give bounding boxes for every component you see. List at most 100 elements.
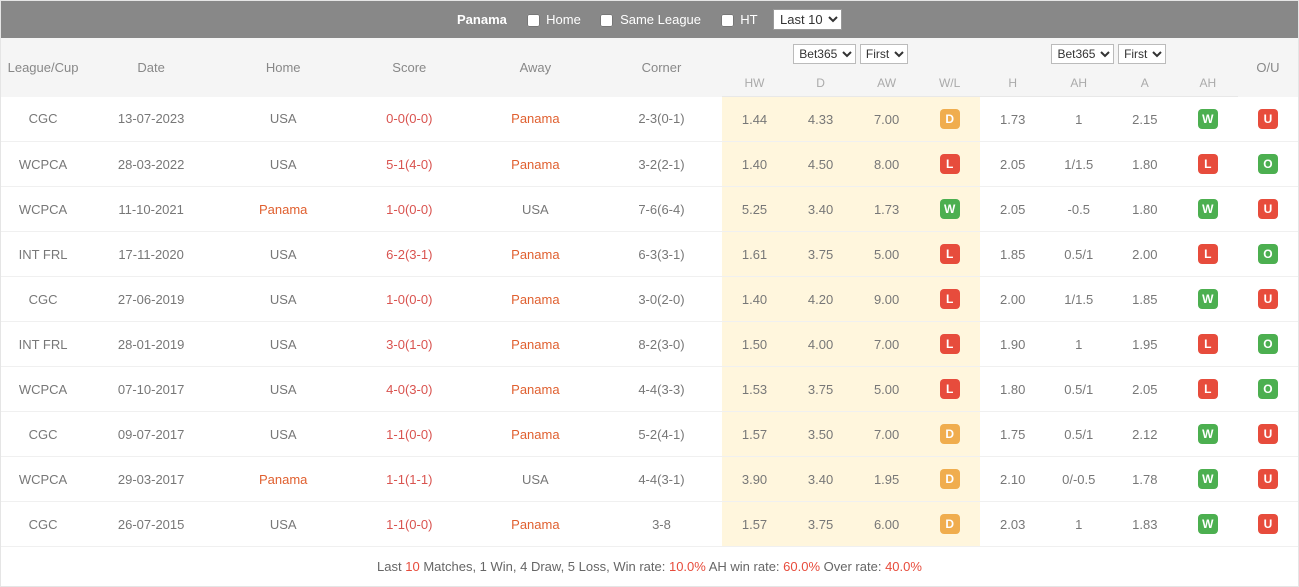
cell-a: 2.00 [1112,232,1178,277]
cell-d: 3.40 [788,187,854,232]
filter-ht[interactable]: HT [717,12,761,27]
cell-ou: U [1238,502,1298,547]
cell-league: WCPCA [1,142,85,187]
cell-corner: 2-3(0-1) [601,97,721,142]
cell-h: 2.05 [980,187,1046,232]
col-hw: HW [722,70,788,97]
cell-score: 5-1(4-0) [349,142,469,187]
filter-bar: Panama Home Same League HT Last 10 [1,1,1298,38]
cell-ah2: L [1178,322,1238,367]
cell-aw: 5.00 [854,232,920,277]
result-badge: L [1198,154,1218,174]
cell-ah2: W [1178,457,1238,502]
range-select[interactable]: Last 10 [773,9,842,30]
cell-h: 1.80 [980,367,1046,412]
result-badge: U [1258,514,1278,534]
result-badge: W [940,199,960,219]
result-badge: U [1258,199,1278,219]
cell-date: 17-11-2020 [85,232,217,277]
summary-prefix: Last [377,559,405,574]
cell-home: USA [217,232,349,277]
cell-ah: 1/1.5 [1046,142,1112,187]
cell-h: 1.85 [980,232,1046,277]
cell-away: Panama [469,142,601,187]
cell-home: USA [217,277,349,322]
filter-ht-checkbox[interactable] [721,14,734,27]
result-badge: U [1258,469,1278,489]
table-row: INT FRL17-11-2020USA6-2(3-1)Panama6-3(3-… [1,232,1298,277]
cell-hw: 1.61 [722,232,788,277]
cell-ah2: W [1178,277,1238,322]
cell-away: USA [469,187,601,232]
cell-aw: 5.00 [854,367,920,412]
cell-wl: D [920,457,980,502]
filter-same-league[interactable]: Same League [596,12,704,27]
bookmaker-select-1[interactable]: Bet365 [793,44,856,64]
table-row: WCPCA29-03-2017Panama1-1(1-1)USA4-4(3-1)… [1,457,1298,502]
cell-date: 11-10-2021 [85,187,217,232]
cell-date: 28-03-2022 [85,142,217,187]
cell-ah2: W [1178,97,1238,142]
cell-ou: O [1238,322,1298,367]
cell-ah: 0/-0.5 [1046,457,1112,502]
summary-row: Last 10 Matches, 1 Win, 4 Draw, 5 Loss, … [1,547,1298,587]
cell-wl: L [920,232,980,277]
match-table-body: CGC13-07-2023USA0-0(0-0)Panama2-3(0-1)1.… [1,97,1298,547]
cell-d: 3.75 [788,367,854,412]
cell-ah2: W [1178,187,1238,232]
bookmaker-select-2[interactable]: Bet365 [1051,44,1114,64]
cell-home: USA [217,142,349,187]
cell-ah: 1 [1046,97,1112,142]
cell-score: 1-1(0-0) [349,502,469,547]
cell-date: 29-03-2017 [85,457,217,502]
cell-home: USA [217,322,349,367]
cell-ou: O [1238,232,1298,277]
cell-date: 13-07-2023 [85,97,217,142]
col-away: Away [469,38,601,97]
result-badge: U [1258,109,1278,129]
filter-home-checkbox[interactable] [527,14,540,27]
cell-d: 3.50 [788,412,854,457]
filter-same-league-checkbox[interactable] [600,14,613,27]
filter-home[interactable]: Home [523,12,585,27]
cell-corner: 3-2(2-1) [601,142,721,187]
cell-corner: 8-2(3-0) [601,322,721,367]
cell-score: 4-0(3-0) [349,367,469,412]
cell-aw: 6.00 [854,502,920,547]
result-badge: D [940,109,960,129]
cell-aw: 9.00 [854,277,920,322]
cell-date: 28-01-2019 [85,322,217,367]
result-badge: O [1258,379,1278,399]
table-row: WCPCA28-03-2022USA5-1(4-0)Panama3-2(2-1)… [1,142,1298,187]
result-badge: L [940,334,960,354]
cell-ah: 0.5/1 [1046,412,1112,457]
cell-date: 27-06-2019 [85,277,217,322]
period-select-2[interactable]: First [1118,44,1166,64]
summary-over-label: Over rate: [820,559,885,574]
summary-mid: Matches, 1 Win, 4 Draw, 5 Loss, Win rate… [420,559,669,574]
cell-home: USA [217,502,349,547]
cell-hw: 1.44 [722,97,788,142]
cell-score: 0-0(0-0) [349,97,469,142]
col-ou: O/U [1238,38,1298,97]
table-row: CGC13-07-2023USA0-0(0-0)Panama2-3(0-1)1.… [1,97,1298,142]
odds-group-2-header: Bet365 First [980,38,1238,70]
odds-group-1-header: Bet365 First [722,38,980,70]
cell-a: 1.80 [1112,187,1178,232]
cell-hw: 3.90 [722,457,788,502]
cell-wl: D [920,412,980,457]
result-badge: L [940,379,960,399]
cell-aw: 1.95 [854,457,920,502]
period-select-1[interactable]: First [860,44,908,64]
result-badge: W [1198,469,1218,489]
cell-ah2: L [1178,367,1238,412]
result-badge: L [940,154,960,174]
col-ah2: AH [1178,70,1238,97]
cell-h: 2.03 [980,502,1046,547]
result-badge: L [1198,334,1218,354]
cell-a: 1.78 [1112,457,1178,502]
cell-d: 3.75 [788,502,854,547]
cell-corner: 4-4(3-3) [601,367,721,412]
cell-a: 1.80 [1112,142,1178,187]
cell-league: CGC [1,502,85,547]
